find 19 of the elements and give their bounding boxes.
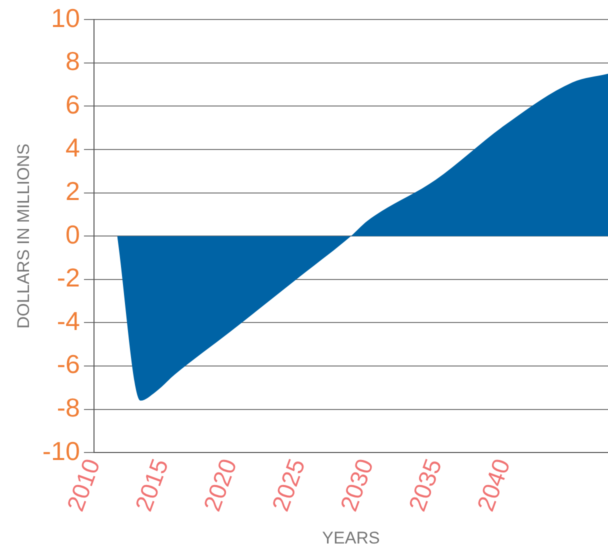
x-tick-label: 2040 [472, 456, 516, 515]
x-tick-label: 2020 [198, 456, 243, 515]
y-tick-label: -4 [56, 306, 80, 336]
y-tick-label: -6 [56, 349, 80, 380]
y-tick-label: -2 [56, 262, 80, 293]
y-tick-label: -10 [42, 436, 80, 466]
x-tick-label: 2030 [336, 456, 380, 515]
y-tick-label: 10 [51, 2, 80, 33]
x-tick-label: 2025 [267, 456, 311, 515]
x-axis-title: YEARS [322, 528, 380, 548]
y-tick-label: 2 [66, 176, 80, 206]
y-tick-label: -8 [56, 392, 80, 422]
y-axis-title: DOLLARS IN MILLIONS [14, 144, 33, 329]
y-tick-label: 4 [66, 132, 80, 163]
x-tick-label: 2035 [404, 456, 448, 515]
y-tick-label: 6 [66, 89, 80, 120]
y-tick-label: 0 [66, 219, 80, 250]
x-tick-label: 2015 [130, 456, 174, 515]
y-tick-label: 8 [66, 46, 80, 76]
